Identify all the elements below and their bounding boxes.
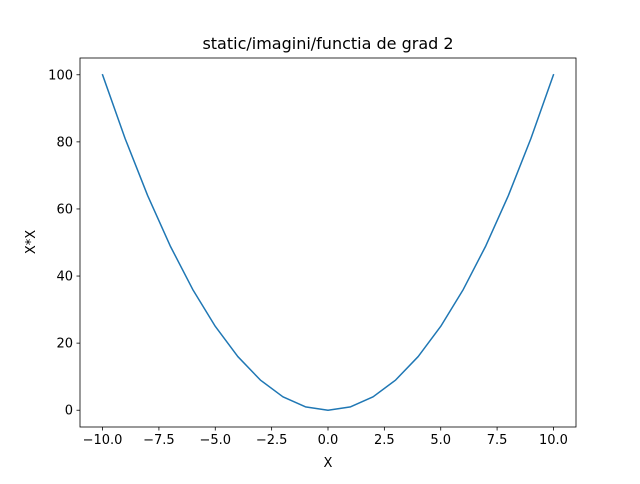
x-tick-label: −2.5 (256, 433, 288, 448)
x-tick-label: 10.0 (539, 433, 568, 448)
x-tick-label: 7.5 (487, 433, 508, 448)
y-axis-label: X*X (24, 230, 39, 254)
x-tick-label: 2.5 (374, 433, 395, 448)
series-line-0 (101, 73, 555, 411)
x-tick-label: 5.0 (430, 433, 451, 448)
y-tick-label: 40 (56, 270, 73, 285)
x-tick-label: −7.5 (143, 433, 175, 448)
x-axis-label: X (324, 456, 333, 471)
plot-area: −10.0 −7.5 −5.0 −2.5 0.0 2.5 5.0 7.5 10.0 0 20 40 60… (48, 57, 577, 448)
x-tick-label: −10.0 (83, 433, 123, 448)
y-tick-label: 60 (56, 202, 73, 217)
y-tick-label: 100 (48, 68, 73, 83)
chart-title: static/imagini/functia de grad 2 (202, 34, 453, 53)
x-tick-label: −5.0 (199, 433, 231, 448)
y-tick-label: 20 (56, 337, 73, 352)
y-tick-label: 0 (65, 404, 73, 419)
y-tick-label: 80 (56, 135, 73, 150)
x-tick-label: 0.0 (318, 433, 339, 448)
